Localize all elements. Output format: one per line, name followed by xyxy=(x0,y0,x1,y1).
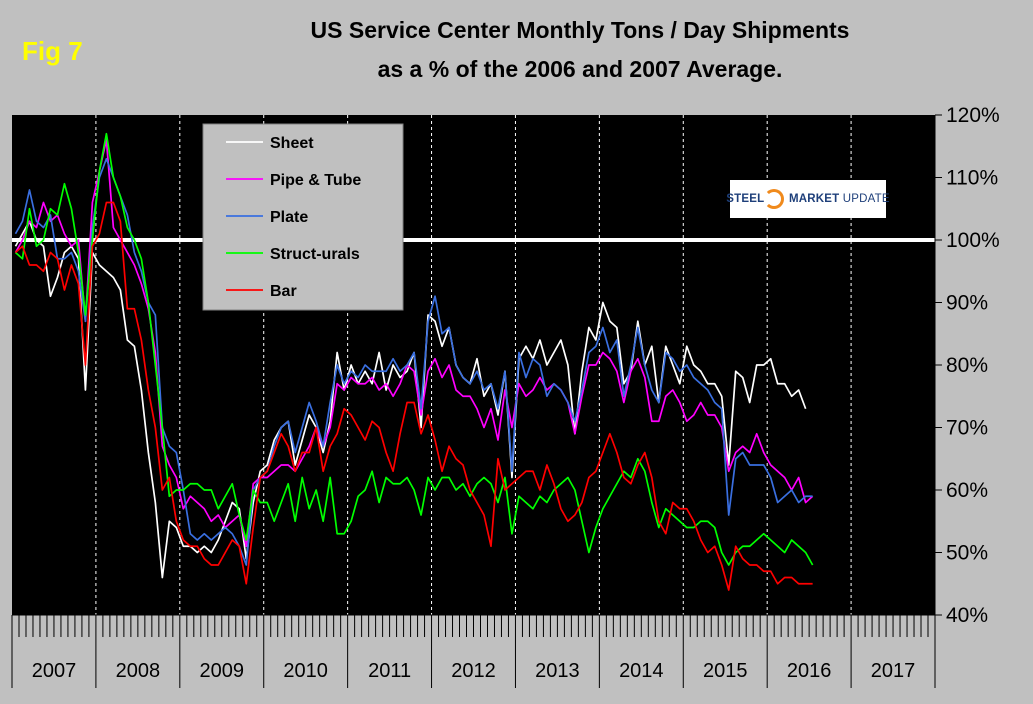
y-tick-label: 50% xyxy=(946,542,988,565)
series-layer xyxy=(14,132,814,591)
legend-label: Struct-urals xyxy=(270,246,360,263)
logo-word-2: MARKET xyxy=(788,193,840,206)
series-line-sheet xyxy=(14,220,807,579)
year-label: 2009 xyxy=(200,660,245,682)
legend: Sheet Pipe & Tube Plate Struct-urals Bar xyxy=(202,123,404,311)
year-label: 2012 xyxy=(451,660,496,682)
logo-arc-icon xyxy=(763,189,784,209)
logo-word-3: UPDATE xyxy=(842,193,890,206)
series-line-struct-urals xyxy=(14,132,814,566)
year-label: 2010 xyxy=(283,660,328,682)
series-line-bar xyxy=(14,201,813,591)
y-tick-label: 100% xyxy=(946,229,1000,252)
y-tick-label: 70% xyxy=(946,417,988,440)
year-label: 2011 xyxy=(368,660,411,682)
legend-label: Sheet xyxy=(270,135,314,152)
logo-word-1: STEEL xyxy=(726,193,765,206)
y-tick-label: 120% xyxy=(946,104,1000,127)
y-axis: 40% 50% 60% 70% 80% 90% 100% 110% 120% xyxy=(934,104,1000,627)
legend-label: Plate xyxy=(270,209,308,226)
steel-market-update-logo: STEEL MARKET UPDATE xyxy=(726,180,890,218)
y-tick-label: 40% xyxy=(946,604,988,627)
year-label: 2017 xyxy=(871,660,916,682)
year-label: 2007 xyxy=(32,660,77,682)
legend-box xyxy=(202,123,404,311)
year-label: 2015 xyxy=(703,660,748,682)
year-label: 2016 xyxy=(787,660,832,682)
legend-label: Pipe & Tube xyxy=(270,172,361,189)
legend-label: Bar xyxy=(270,283,297,300)
chart-title-line-2: as a % of the 2006 and 2007 Average. xyxy=(377,56,783,82)
y-tick-label: 90% xyxy=(946,292,988,315)
chart-title-line-1: US Service Center Monthly Tons / Day Shi… xyxy=(310,17,850,43)
y-tick-label: 110% xyxy=(946,167,998,190)
year-label: 2008 xyxy=(116,660,161,682)
y-tick-label: 80% xyxy=(946,354,988,377)
year-label: 2014 xyxy=(619,660,664,682)
figure-label: Fig 7 xyxy=(22,36,83,66)
year-label: 2013 xyxy=(535,660,580,682)
x-axis: 2007 2008 2009 2010 2011 2012 2013 2014 2015 2016… xyxy=(11,614,936,688)
y-tick-label: 60% xyxy=(946,479,988,502)
